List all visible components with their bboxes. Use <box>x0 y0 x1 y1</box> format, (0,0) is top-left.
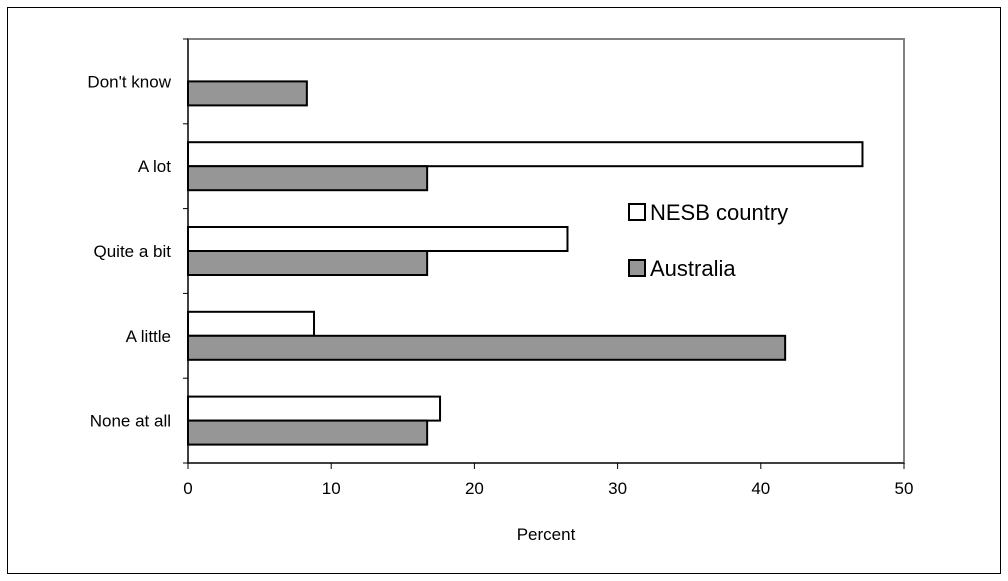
category-label: None at all <box>90 412 171 431</box>
legend-label: Australia <box>650 256 736 281</box>
bar-australia <box>187 165 429 192</box>
bar-nesb-country <box>187 141 864 168</box>
chart-frame <box>7 7 1001 574</box>
x-tick-label: 50 <box>895 479 914 498</box>
bar-nesb-country <box>187 226 569 252</box>
legend-swatch <box>628 259 646 277</box>
category-label: Quite a bit <box>94 242 172 261</box>
x-axis-label: Percent <box>517 525 576 544</box>
legend-label: NESB country <box>650 200 788 225</box>
category-label: Don't know <box>87 72 171 91</box>
x-tick-label: 30 <box>608 479 627 498</box>
x-tick-label: 20 <box>465 479 484 498</box>
legend-swatch <box>628 203 646 221</box>
x-tick-label: 10 <box>322 479 341 498</box>
bar-nesb-country <box>187 395 442 422</box>
x-tick-label: 0 <box>183 479 192 498</box>
x-tick-label: 40 <box>751 479 770 498</box>
bar-australia <box>187 334 787 361</box>
bar-nesb-country <box>187 310 316 337</box>
category-label: A lot <box>138 157 171 176</box>
bar-australia <box>187 250 429 276</box>
category-label: A little <box>126 327 171 346</box>
bar-australia <box>187 80 308 107</box>
bar-australia <box>187 419 429 446</box>
